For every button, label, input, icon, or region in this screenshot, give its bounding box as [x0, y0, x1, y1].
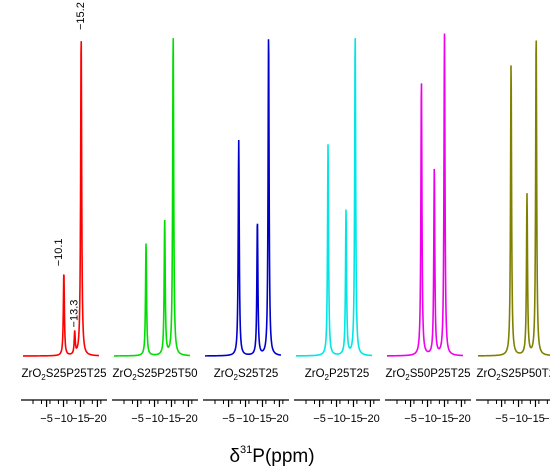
series-label-rest: S25P25T25: [46, 368, 107, 380]
x-tick-label: −5: [40, 413, 53, 425]
x-axis-title-sup: 31: [240, 444, 252, 456]
x-tick-label: −20: [543, 413, 550, 425]
series-label-rest: S25P50T25: [501, 368, 550, 380]
x-tick-label: −10: [327, 413, 346, 425]
series-label-6: ZrO2S25P50T25: [476, 368, 550, 382]
series-labels: ZrO2S25P25T25 ZrO2S25P25T50 ZrO2S25T25 ZrO2…: [21, 368, 550, 382]
x-tick-label: −20: [179, 413, 198, 425]
series-label-rest: S25P25T50: [137, 368, 198, 380]
series-label-base: ZrO: [214, 368, 234, 380]
series-label-4: ZrO2P25T25: [305, 368, 370, 382]
x-tick-label: −20: [270, 413, 289, 425]
x-tick-label: −15: [71, 413, 90, 425]
series-label-rest: S50P25T25: [410, 368, 471, 380]
series-label-base: ZrO: [112, 368, 132, 380]
series-label-sub: 2: [325, 373, 330, 382]
spectrum-line-5: [386, 33, 464, 357]
series-label-base: ZrO: [385, 368, 405, 380]
series-label-sub: 2: [496, 373, 501, 382]
x-axis-title: δ31P(ppm): [229, 444, 314, 467]
x-tick-label: −10: [418, 413, 437, 425]
spectrum-line-6: [478, 40, 550, 357]
series-label-5: ZrO2S50P25T25: [385, 368, 470, 382]
peak-annotations: −10.1 −13.3 −15.2: [53, 2, 87, 327]
spectra-group: [23, 33, 550, 357]
peak-annotation-3: −15.2: [75, 2, 87, 30]
series-label-sub: 2: [405, 373, 410, 382]
x-tick-label: −10: [509, 413, 528, 425]
x-tick-label: −20: [361, 413, 380, 425]
x-tick-label: −15: [435, 413, 454, 425]
x-tick-label: −20: [452, 413, 471, 425]
x-tick-label: −10: [145, 413, 164, 425]
x-axes-group: −5 −10−15−20 −5 −10−15−20 −5 −10−15−20 −5 −10−1…: [21, 399, 550, 425]
x-axis-title-rest: P(ppm): [252, 446, 314, 467]
x-tick-label: −5: [313, 413, 326, 425]
spectrum-line-4: [296, 38, 373, 357]
x-tick-label: −5: [222, 413, 235, 425]
series-label-sub: 2: [132, 373, 137, 382]
series-label-base: ZrO: [476, 368, 496, 380]
x-tick-label: −15: [526, 413, 545, 425]
x-tick-label: −20: [88, 413, 107, 425]
x-tick-label: −5: [495, 413, 508, 425]
peak-annotation-1: −10.1: [53, 238, 65, 266]
series-label-sub: 2: [234, 373, 239, 382]
x-tick-label: −15: [253, 413, 272, 425]
series-label-base: ZrO: [305, 368, 325, 380]
spectrum-line-2: [113, 38, 191, 357]
series-label-rest: P25T25: [329, 368, 369, 380]
series-label-2: ZrO2S25P25T50: [112, 368, 197, 382]
series-label-sub: 2: [41, 373, 46, 382]
x-tick-label: −15: [344, 413, 363, 425]
series-label-base: ZrO: [21, 368, 41, 380]
x-tick-label: −10: [236, 413, 255, 425]
series-label-1: ZrO2S25P25T25: [21, 368, 106, 382]
x-tick-label: −10: [54, 413, 73, 425]
x-tick-label: −5: [404, 413, 417, 425]
x-axis-title-prefix: δ: [229, 446, 240, 467]
peak-annotation-2: −13.3: [69, 300, 81, 328]
x-tick-label: −5: [131, 413, 144, 425]
spectrum-line-1: [23, 41, 100, 357]
x-tick-label: −15: [162, 413, 181, 425]
series-label-rest: S25T25: [238, 368, 278, 380]
spectrum-line-3: [205, 39, 282, 357]
series-label-3: ZrO2S25T25: [214, 368, 279, 382]
